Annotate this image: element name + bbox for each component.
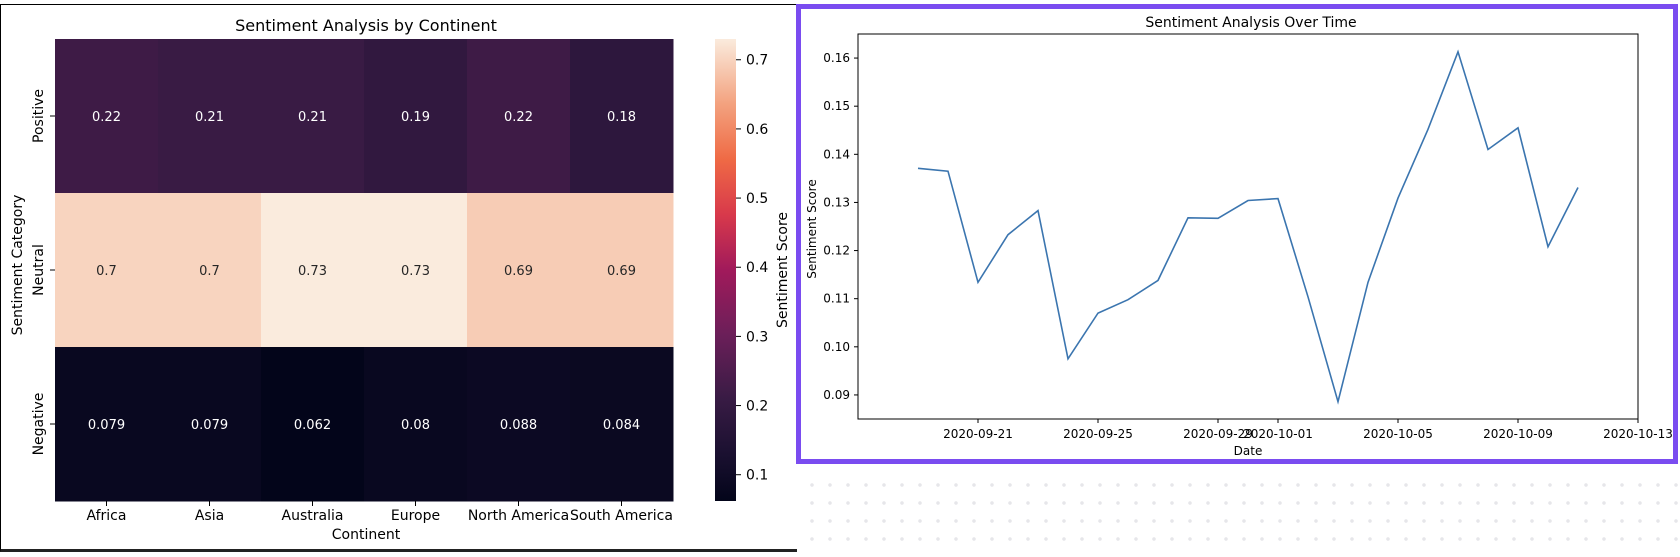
heatmap-cell-label: 0.73 xyxy=(401,264,430,279)
heatmap-cell xyxy=(364,39,468,194)
heatmap-cell xyxy=(261,347,365,502)
heatmap-x-tick-label: Africa xyxy=(87,508,127,524)
line-x-axis-label: Date xyxy=(1234,444,1263,458)
heatmap-cell xyxy=(158,39,262,194)
heatmap-x-tick-label: Asia xyxy=(195,508,224,524)
heatmap-panel: Sentiment Analysis by Continent 0.22 0.21… xyxy=(0,4,797,552)
heatmap-y-tick-label: Negative xyxy=(31,393,47,456)
heatmap-cell-label: 0.69 xyxy=(504,264,533,279)
heatmap-cell xyxy=(261,193,365,348)
line-x-tick-label: 2020-09-29 xyxy=(1183,427,1253,441)
heatmap-cell-label: 0.22 xyxy=(92,110,121,125)
heatmap-cell-label: 0.079 xyxy=(88,418,125,433)
heatmap-cell-label: 0.73 xyxy=(298,264,327,279)
heatmap-cell-label: 0.18 xyxy=(607,110,636,125)
heatmap-cell xyxy=(467,39,571,194)
line-y-tick-label: 0.09 xyxy=(823,388,850,402)
heatmap-x-tick-label: Australia xyxy=(282,508,344,524)
line-y-tick-label: 0.16 xyxy=(823,51,850,65)
line-x-tick-label: 2020-10-01 xyxy=(1243,427,1313,441)
colorbar-tick-label: 0.1 xyxy=(746,468,768,484)
heatmap-chart: Sentiment Analysis by Continent 0.22 0.21… xyxy=(10,16,791,543)
heatmap-cell-label: 0.19 xyxy=(401,110,430,125)
colorbar-tick-label: 0.4 xyxy=(746,260,768,276)
heatmap-cell xyxy=(467,347,571,502)
heatmap-y-tick-label: Positive xyxy=(31,89,47,143)
line-x-tick-label: 2020-10-09 xyxy=(1483,427,1553,441)
line-x-tick-label: 2020-10-13 xyxy=(1603,427,1673,441)
heatmap-x-tick-label: Europe xyxy=(391,508,440,524)
line-x-tick-label: 2020-09-25 xyxy=(1063,427,1133,441)
line-y-tick-label: 0.11 xyxy=(823,292,850,306)
line-chart-panel: Sentiment Analysis Over Time 0.09 0.10 0.1… xyxy=(796,4,1678,464)
colorbar-tick-label: 0.6 xyxy=(746,122,768,138)
heatmap-cell-label: 0.7 xyxy=(199,264,220,279)
heatmap-y-tick-label: Neutral xyxy=(31,244,47,296)
heatmap-cell-label: 0.22 xyxy=(504,110,533,125)
heatmap-cell xyxy=(158,347,262,502)
colorbar-tick-label: 0.7 xyxy=(746,53,768,69)
heatmap-cell-label: 0.21 xyxy=(195,110,224,125)
heatmap-cell-label: 0.7 xyxy=(96,264,117,279)
heatmap-cell-label: 0.69 xyxy=(607,264,636,279)
line-y-tick-label: 0.15 xyxy=(823,99,850,113)
line-y-tick-label: 0.13 xyxy=(823,195,850,209)
colorbar-tick-label: 0.2 xyxy=(746,399,768,415)
heatmap-cell-label: 0.21 xyxy=(298,110,327,125)
sentiment-series-line xyxy=(917,49,1579,405)
heatmap-x-tick-label: South America xyxy=(570,508,673,524)
heatmap-cell xyxy=(570,347,674,502)
heatmap-cell-label: 0.062 xyxy=(294,418,331,433)
heatmap-cell xyxy=(55,39,159,194)
heatmap-y-axis-label: Sentiment Category xyxy=(10,195,26,336)
colorbar-tick-label: 0.3 xyxy=(746,329,768,345)
heatmap-x-axis-label: Continent xyxy=(332,527,401,543)
line-y-tick-label: 0.12 xyxy=(823,244,850,258)
line-x-tick-label: 2020-10-05 xyxy=(1363,427,1433,441)
heatmap-cell-label: 0.08 xyxy=(401,418,430,433)
heatmap-cell xyxy=(55,193,159,348)
heatmap-cell xyxy=(261,39,365,194)
heatmap-cell-label: 0.079 xyxy=(191,418,228,433)
heatmap-cell-label: 0.084 xyxy=(603,418,640,433)
heatmap-cell xyxy=(570,39,674,194)
line-y-axis-label: Sentiment Score xyxy=(805,179,819,278)
heatmap-cell xyxy=(55,347,159,502)
heatmap-cell xyxy=(570,193,674,348)
line-y-tick-label: 0.14 xyxy=(823,147,850,161)
line-chart: Sentiment Analysis Over Time 0.09 0.10 0.1… xyxy=(805,15,1673,458)
line-x-tick-label: 2020-09-21 xyxy=(943,427,1013,441)
colorbar xyxy=(715,39,736,501)
heatmap-cell xyxy=(158,193,262,348)
dotted-background xyxy=(797,470,1680,554)
heatmap-x-tick-label: North America xyxy=(468,508,569,524)
heatmap-cell xyxy=(364,347,468,502)
line-chart-title: Sentiment Analysis Over Time xyxy=(1145,15,1356,31)
heatmap-cell xyxy=(467,193,571,348)
line-y-tick-label: 0.10 xyxy=(823,340,850,354)
heatmap-title: Sentiment Analysis by Continent xyxy=(235,16,497,35)
line-plot-frame xyxy=(857,33,1639,420)
colorbar-label: Sentiment Score xyxy=(775,212,791,328)
colorbar-tick-label: 0.5 xyxy=(746,191,768,207)
heatmap-cell-label: 0.088 xyxy=(500,418,537,433)
heatmap-cell xyxy=(364,193,468,348)
